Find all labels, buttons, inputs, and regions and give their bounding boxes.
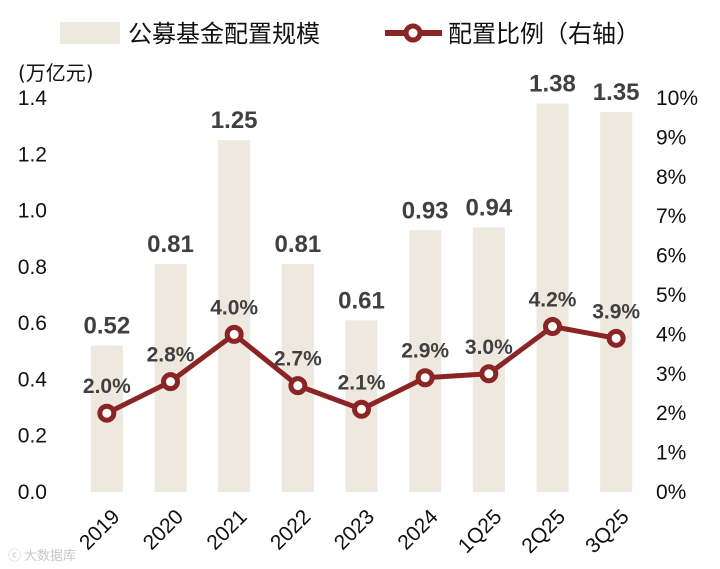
line-label-2022: 2.7% xyxy=(274,348,322,371)
left-tick-label: 0.2 xyxy=(18,425,47,448)
line-label-2024: 2.9% xyxy=(401,340,449,363)
left-tick-label: 0.0 xyxy=(18,481,47,504)
watermark-icon: ⓒ xyxy=(8,549,21,564)
left-axis-ticks: 0.0 0.2 0.4 0.6 0.8 1.0 1.2 1.4 xyxy=(18,87,48,504)
left-tick-label: 1.4 xyxy=(18,87,48,110)
right-tick-label: 8% xyxy=(656,166,686,189)
right-tick-label: 7% xyxy=(656,205,686,228)
line-label-2021: 4.0% xyxy=(210,296,258,319)
right-tick-label: 10% xyxy=(656,87,698,110)
legend-marker-line xyxy=(403,23,423,43)
right-tick-label: 3% xyxy=(656,363,686,386)
line-data-labels: 2.0% 2.8% 4.0% 2.7% 2.1% 2.9% 3.0% 4.2% 3.9% xyxy=(83,289,641,399)
left-tick-label: 1.2 xyxy=(18,143,47,166)
legend: 公募基金配置规模 配置比例（右轴） xyxy=(60,20,640,48)
line-point-2023 xyxy=(352,399,371,419)
line-point-2022 xyxy=(288,376,308,396)
line-label-3Q25: 3.9% xyxy=(592,300,640,323)
x-tick-label: 2022 xyxy=(266,505,315,554)
legend-label-bar: 公募基金配置规模 xyxy=(128,20,320,48)
bar-2021 xyxy=(218,140,251,492)
line-point-2021 xyxy=(224,324,244,344)
x-axis-ticks: 2019 2020 2021 2022 2023 2024 1Q25 2Q25 3Q25 xyxy=(75,505,634,558)
bar-2Q25 xyxy=(536,103,569,492)
x-tick-label: 2019 xyxy=(75,505,124,554)
right-tick-label: 4% xyxy=(656,323,686,346)
legend-label-line: 配置比例（右轴） xyxy=(448,20,640,48)
bar-label-2024: 0.93 xyxy=(402,197,449,224)
left-tick-label: 0.8 xyxy=(18,256,47,279)
bar-label-3Q25: 1.35 xyxy=(593,79,640,106)
line-label-1Q25: 3.0% xyxy=(465,336,513,359)
bar-2024 xyxy=(409,230,442,492)
x-tick-label: 1Q25 xyxy=(454,505,507,558)
x-tick-label: 2023 xyxy=(330,505,379,554)
watermark: ⓒ 大数据库 xyxy=(8,548,76,564)
line-point-2020 xyxy=(161,372,180,392)
x-tick-label: 2020 xyxy=(139,505,188,554)
right-tick-label: 1% xyxy=(656,442,686,465)
bar-3Q25 xyxy=(600,112,633,493)
line-point-3Q25 xyxy=(606,328,626,348)
left-tick-label: 0.6 xyxy=(18,312,47,335)
x-tick-label: 2024 xyxy=(393,505,443,555)
left-axis-unit-label: (万亿元) xyxy=(18,61,94,85)
line-label-2019: 2.0% xyxy=(83,375,131,398)
bar-label-2020: 0.81 xyxy=(147,231,194,258)
line-point-2Q25 xyxy=(543,317,562,337)
right-axis-ticks: 0% 1% 2% 3% 4% 5% 6% 7% 8% 9% 10% xyxy=(656,87,698,504)
right-tick-label: 5% xyxy=(656,284,686,307)
bar-label-2Q25: 1.38 xyxy=(529,71,576,98)
bar-label-2022: 0.81 xyxy=(274,231,321,258)
bar-label-2019: 0.52 xyxy=(83,313,130,340)
x-tick-label: 2021 xyxy=(202,505,251,554)
line-point-2024 xyxy=(415,368,435,388)
right-tick-label: 2% xyxy=(656,402,686,425)
bar-label-2021: 1.25 xyxy=(211,107,258,134)
line-label-2020: 2.8% xyxy=(147,344,195,367)
line-label-2Q25: 4.2% xyxy=(529,289,577,312)
bar-data-labels: 0.52 0.81 1.25 0.81 0.61 0.93 0.94 1.38 1.35 xyxy=(83,71,639,340)
watermark-text: 大数据库 xyxy=(24,548,76,564)
line-label-2023: 2.1% xyxy=(338,371,386,394)
bar-label-2023: 0.61 xyxy=(338,287,385,314)
line-point-1Q25 xyxy=(479,364,499,384)
right-tick-label: 9% xyxy=(656,126,686,149)
right-tick-label: 6% xyxy=(656,245,686,268)
bar-label-1Q25: 0.94 xyxy=(465,194,512,221)
bar-1Q25 xyxy=(472,227,505,492)
left-tick-label: 1.0 xyxy=(18,200,47,223)
line-point-2019 xyxy=(97,403,117,423)
right-tick-label: 0% xyxy=(656,481,686,504)
left-tick-label: 0.4 xyxy=(18,368,48,391)
line-series xyxy=(97,317,626,423)
legend-swatch-bar xyxy=(60,22,120,44)
x-tick-label: 2Q25 xyxy=(517,505,570,558)
x-tick-label: 3Q25 xyxy=(581,505,634,558)
